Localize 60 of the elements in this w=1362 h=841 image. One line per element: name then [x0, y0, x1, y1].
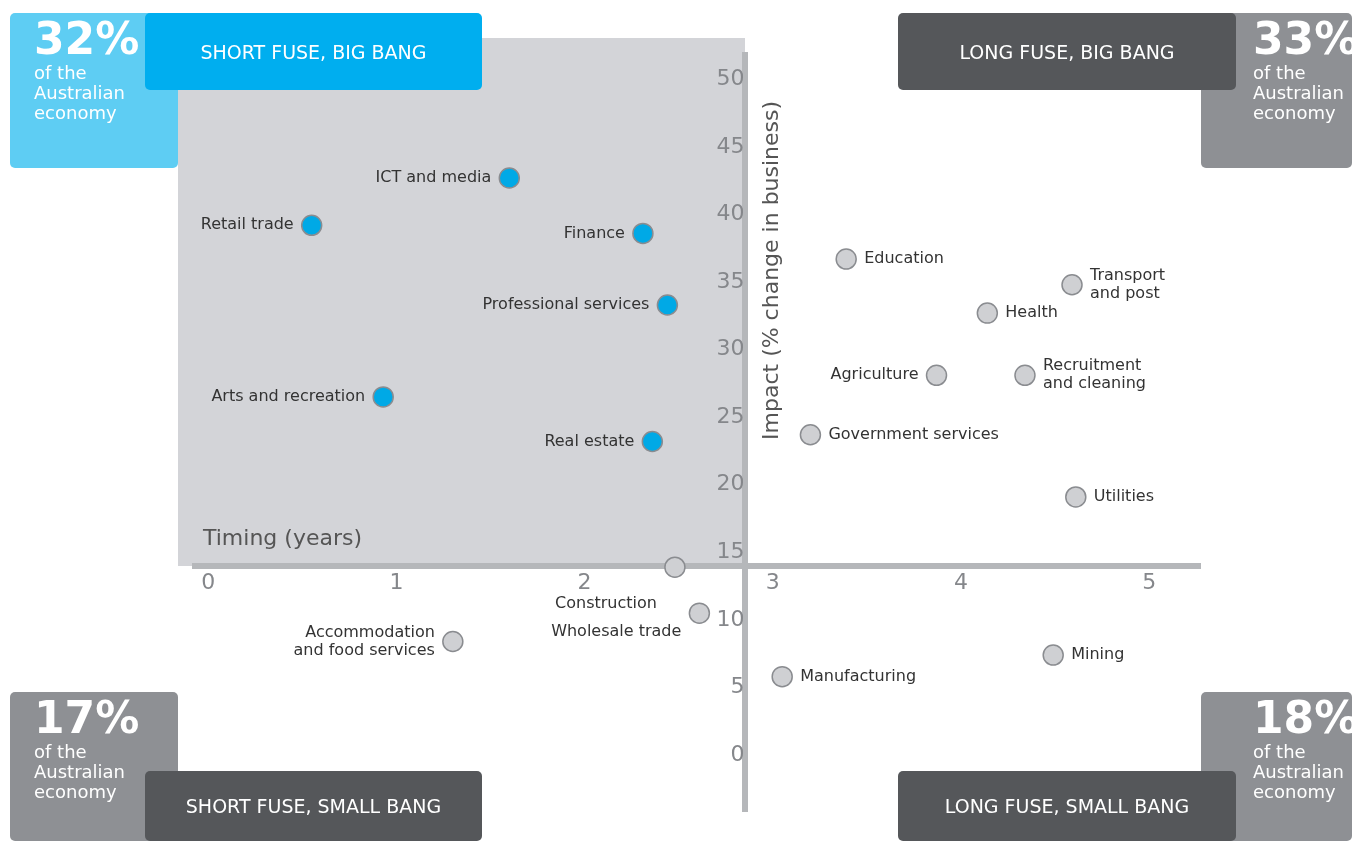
point: [799, 424, 822, 446]
data-label: Accommodation and food services: [293, 621, 435, 659]
point: [1014, 364, 1036, 387]
x-tick-label: 0: [201, 568, 216, 594]
point: [1061, 273, 1083, 296]
point: [372, 386, 394, 408]
point: [632, 222, 654, 245]
data-label: ICT and media: [375, 167, 492, 187]
point: [688, 602, 711, 624]
text: of the Australian economy: [1253, 741, 1346, 802]
x-tick-label: 2: [577, 568, 592, 594]
data-label: Transport and post: [1089, 264, 1166, 302]
x-axis-title: Timing (years): [202, 524, 363, 550]
y-tick-label: 30: [716, 335, 745, 361]
point: [1042, 644, 1064, 666]
data-label: Recruitment and cleaning: [1042, 355, 1146, 393]
text: 18%: [1253, 692, 1359, 743]
data-label: Construction: [555, 593, 657, 613]
point: [976, 302, 999, 324]
data-label: Retail trade: [200, 214, 294, 234]
point: [771, 665, 793, 688]
text: 17%: [34, 692, 140, 743]
point: [442, 630, 464, 653]
x-tick-label: 4: [953, 568, 968, 594]
y-tick-label: 25: [716, 402, 745, 428]
point: [664, 556, 686, 578]
text: of the Australian economy: [1253, 62, 1346, 123]
y-tick-label: 40: [716, 200, 745, 226]
data-label: Agriculture: [830, 364, 919, 384]
text: of the Australian economy: [34, 741, 127, 802]
x-tick-label: 5: [1142, 568, 1157, 594]
data-label: Manufacturing: [800, 665, 917, 685]
data-label: Finance: [563, 222, 625, 242]
text: 32%: [34, 13, 140, 64]
y-tick-label: 20: [716, 470, 745, 496]
point: [641, 430, 664, 453]
y-tick-label: 50: [716, 65, 745, 91]
point: [300, 214, 323, 237]
y-tick-label: 45: [716, 132, 745, 158]
text: of the Australian economy: [34, 62, 127, 123]
x-tick-label: 1: [389, 568, 404, 594]
data-label: Mining: [1071, 644, 1125, 664]
point: [835, 248, 857, 270]
point: [925, 364, 948, 387]
point: [1065, 486, 1087, 508]
text: 33%: [1253, 13, 1359, 64]
data-label: Education: [864, 248, 944, 268]
y-tick-label: 15: [716, 538, 745, 564]
data-label: Professional services: [482, 294, 650, 314]
point: [656, 294, 679, 316]
point: [498, 167, 521, 189]
data-label: Health: [1005, 302, 1058, 322]
data-label: Wholesale trade: [551, 621, 682, 641]
data-label: Utilities: [1093, 486, 1155, 506]
data-label: Real estate: [544, 430, 635, 450]
y-axis-title: Impact (% change in business): [758, 100, 784, 440]
x-tick-label: 3: [765, 568, 780, 594]
y-tick-label: 35: [716, 267, 745, 293]
data-label: Government services: [828, 423, 999, 443]
data-label: Arts and recreation: [211, 386, 366, 406]
